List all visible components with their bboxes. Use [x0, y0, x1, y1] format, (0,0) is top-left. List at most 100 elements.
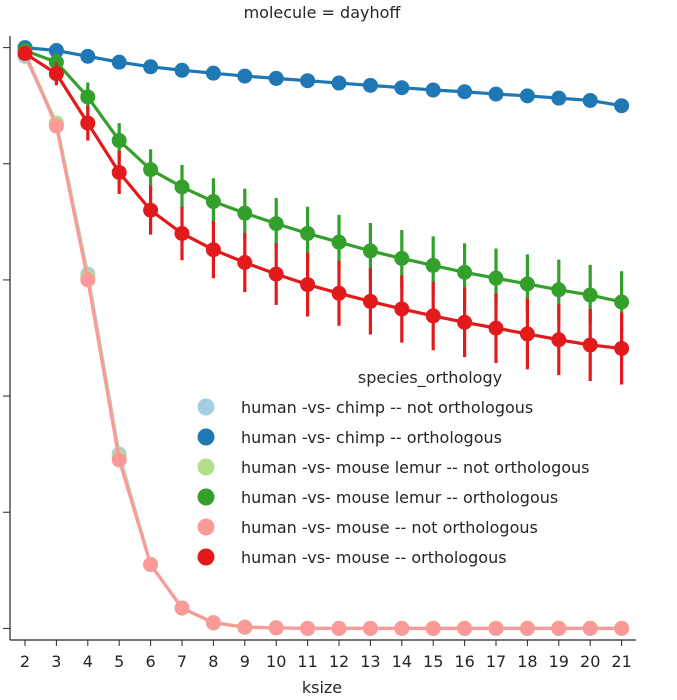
data-point — [174, 225, 190, 241]
data-point — [143, 162, 159, 178]
x-tick-label: 19 — [549, 652, 569, 671]
data-point — [488, 620, 504, 636]
data-point — [425, 308, 441, 324]
data-point — [488, 270, 504, 286]
data-point — [457, 84, 473, 100]
data-point — [205, 615, 221, 631]
data-point — [519, 88, 535, 104]
x-tick-label: 13 — [360, 652, 380, 671]
data-point — [582, 337, 598, 353]
data-point — [48, 43, 64, 59]
legend-title: species_orthology — [358, 368, 502, 388]
data-point — [457, 314, 473, 330]
data-point — [237, 205, 253, 221]
data-point — [237, 619, 253, 635]
data-point — [614, 294, 630, 310]
data-point — [143, 202, 159, 218]
data-point — [300, 225, 316, 241]
x-tick-label: 9 — [240, 652, 250, 671]
data-point — [614, 620, 630, 636]
data-point — [362, 293, 378, 309]
x-tick-label: 8 — [208, 652, 218, 671]
x-tick-label: 14 — [392, 652, 412, 671]
data-point — [425, 620, 441, 636]
x-tick-label: 5 — [114, 652, 124, 671]
data-point — [268, 266, 284, 282]
x-tick-label: 20 — [580, 652, 600, 671]
data-point — [174, 600, 190, 616]
data-point — [80, 272, 96, 288]
data-point — [362, 77, 378, 93]
data-point — [457, 620, 473, 636]
x-tick-label: 3 — [51, 652, 61, 671]
x-tick-label: 7 — [177, 652, 187, 671]
legend-marker — [197, 518, 215, 536]
data-point — [300, 73, 316, 89]
data-point — [519, 276, 535, 292]
data-point — [551, 90, 567, 106]
data-point — [205, 194, 221, 210]
data-point — [143, 59, 159, 75]
data-point — [80, 89, 96, 105]
data-point — [551, 282, 567, 298]
data-point — [268, 70, 284, 86]
legend-label: human -vs- chimp -- not orthologous — [241, 398, 533, 417]
data-point — [551, 620, 567, 636]
data-point — [17, 45, 33, 61]
x-axis-label: ksize — [302, 678, 342, 697]
data-point — [488, 86, 504, 102]
data-point — [331, 620, 347, 636]
data-point — [237, 255, 253, 270]
data-point — [205, 242, 221, 258]
data-point — [582, 620, 598, 636]
data-point — [300, 277, 316, 293]
data-point — [331, 234, 347, 250]
data-point — [111, 54, 127, 70]
legend-marker — [197, 428, 215, 446]
legend-marker — [197, 398, 215, 416]
data-point — [268, 620, 284, 636]
x-tick-label: 12 — [329, 652, 349, 671]
data-point — [48, 54, 64, 70]
chart-title: molecule = dayhoff — [244, 3, 402, 22]
legend: species_orthology human -vs- chimp -- no… — [197, 368, 590, 567]
legend-label: human -vs- mouse lemur -- not orthologou… — [241, 458, 590, 477]
data-point — [111, 164, 127, 180]
data-point — [362, 243, 378, 259]
data-point — [614, 98, 630, 114]
data-point — [174, 62, 190, 78]
data-point — [582, 92, 598, 108]
data-point — [237, 68, 253, 84]
legend-label: human -vs- chimp -- orthologous — [241, 428, 502, 447]
data-point — [519, 326, 535, 342]
data-point — [614, 340, 630, 356]
x-tick-label: 2 — [20, 652, 30, 671]
x-tick-label: 4 — [83, 652, 93, 671]
data-point — [519, 620, 535, 636]
data-point — [331, 285, 347, 301]
series-4 — [17, 45, 630, 636]
data-point — [80, 48, 96, 64]
data-point — [48, 66, 64, 82]
legend-marker — [197, 458, 215, 476]
x-tick-label: 6 — [146, 652, 156, 671]
series-1 — [17, 40, 630, 114]
data-point — [425, 82, 441, 98]
data-point — [394, 301, 410, 317]
data-point — [174, 179, 190, 195]
data-point — [205, 65, 221, 81]
data-point — [362, 620, 378, 636]
x-tick-label: 10 — [266, 652, 286, 671]
data-point — [80, 115, 96, 131]
series-5 — [17, 45, 630, 385]
data-point — [457, 264, 473, 280]
legend-label: human -vs- mouse -- not orthologous — [241, 518, 538, 537]
x-tick-label: 11 — [297, 652, 317, 671]
data-point — [300, 620, 316, 636]
x-tick-label: 18 — [517, 652, 537, 671]
legend-label: human -vs- mouse -- orthologous — [241, 548, 507, 567]
data-point — [111, 133, 127, 149]
x-tick-label: 15 — [423, 652, 443, 671]
x-tick-label: 17 — [486, 652, 506, 671]
